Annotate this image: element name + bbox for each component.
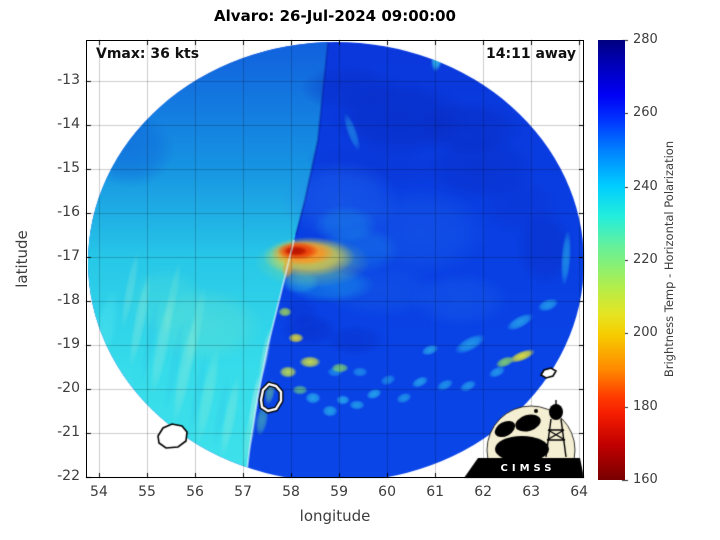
plot-title: Alvaro: 26-Jul-2024 09:00:00 xyxy=(214,7,456,25)
colorbar-tick-label: 260 xyxy=(633,105,658,121)
x-tick-label: 54 xyxy=(90,484,108,500)
eta-annotation: 14:11 away xyxy=(486,46,576,62)
x-tick-label: 57 xyxy=(234,484,252,500)
x-tick-label: 63 xyxy=(522,484,541,500)
x-tick-label: 56 xyxy=(186,484,204,500)
colorbar-tick-label: 200 xyxy=(633,325,658,341)
x-tick-label: 61 xyxy=(426,484,445,500)
y-tick-label: -16 xyxy=(57,203,80,220)
colorbar-tick-label: 160 xyxy=(633,472,658,487)
x-tick-label: 59 xyxy=(330,484,348,500)
y-tick-label: -13 xyxy=(57,71,80,88)
x-tick-label: 62 xyxy=(474,484,493,500)
x-axis-label: longitude xyxy=(299,507,371,525)
x-tick-label: 55 xyxy=(138,484,156,500)
y-tick-label: -22 xyxy=(57,468,80,485)
y-tick-label: -17 xyxy=(57,248,80,265)
x-tick-label: 64 xyxy=(570,484,589,500)
colorbar-tick-label: 240 xyxy=(633,178,658,194)
y-axis-label: latitude xyxy=(13,230,31,288)
y-tick-label: -18 xyxy=(57,292,80,309)
cimss-logo-text: CIMSS xyxy=(500,463,556,474)
colorbar-gradient xyxy=(598,40,625,480)
x-tick-label: 58 xyxy=(282,484,300,500)
y-tick-label: -21 xyxy=(57,424,80,441)
y-tick-label: -15 xyxy=(57,159,80,176)
vmax-annotation: Vmax: 36 kts xyxy=(96,46,200,62)
colorbar-tick-label: 280 xyxy=(633,32,658,47)
colorbar-tick-label: 180 xyxy=(633,398,658,414)
y-tick-label: -19 xyxy=(57,336,80,353)
colorbar-label: Brightness Temp - Horizontal Polarizatio… xyxy=(662,140,676,378)
colorbar-tick-label: 220 xyxy=(633,252,658,267)
y-tick-label: -20 xyxy=(57,380,80,397)
x-tick-label: 60 xyxy=(378,484,396,500)
y-tick-label: -14 xyxy=(57,115,80,132)
